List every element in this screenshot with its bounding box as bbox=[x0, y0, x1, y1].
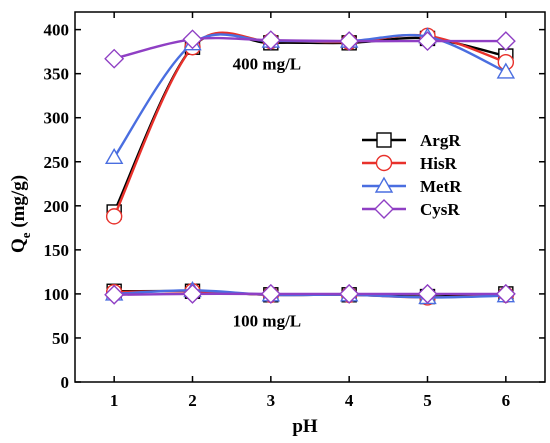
data-point bbox=[417, 31, 438, 52]
y-axis-title-sub: e bbox=[18, 232, 33, 238]
annotation-label: 100 mg/L bbox=[233, 312, 301, 331]
data-point bbox=[182, 29, 203, 50]
x-tick-label: 4 bbox=[345, 391, 354, 410]
legend-label: CysR bbox=[420, 200, 460, 219]
y-tick-label: 350 bbox=[44, 65, 70, 84]
y-tick-label: 250 bbox=[44, 153, 70, 172]
x-tick-label: 6 bbox=[502, 391, 511, 410]
y-axis-title: Qe (mg/g) bbox=[8, 175, 33, 253]
legend-item-metr: MetR bbox=[362, 176, 462, 196]
axes: 1 2 3 4 5 6 0 50 100 150 200 250 300 350 400 bbox=[44, 11, 546, 410]
legend-label: HisR bbox=[420, 154, 458, 173]
x-tick-label: 3 bbox=[267, 391, 276, 410]
data-point bbox=[339, 31, 360, 52]
legend-marker bbox=[375, 154, 393, 172]
data-point bbox=[417, 283, 438, 304]
legend-label: ArgR bbox=[420, 131, 461, 150]
legend-marker bbox=[376, 132, 392, 148]
data-point bbox=[339, 283, 360, 304]
annotations: 400 mg/L 100 mg/L bbox=[233, 54, 301, 330]
x-tick-label: 5 bbox=[423, 391, 432, 410]
x-tick-label: 1 bbox=[110, 391, 119, 410]
legend-label: MetR bbox=[420, 177, 462, 196]
data-point bbox=[104, 284, 125, 305]
data-point bbox=[104, 48, 125, 69]
y-tick-label: 150 bbox=[44, 241, 70, 260]
series-line-low bbox=[114, 292, 506, 296]
x-tick-label: 2 bbox=[188, 391, 197, 410]
data-point bbox=[182, 283, 203, 304]
legend-marker bbox=[374, 199, 394, 219]
y-tick-label: 100 bbox=[44, 285, 70, 304]
data-point bbox=[105, 208, 123, 225]
data-point bbox=[260, 283, 281, 304]
y-tick-label: 300 bbox=[44, 109, 70, 128]
data-point bbox=[495, 283, 516, 304]
legend: ArgR HisR MetR CysR bbox=[362, 131, 462, 219]
x-axis-title: pH bbox=[292, 416, 318, 437]
data-point bbox=[104, 147, 124, 165]
legend-marker bbox=[374, 176, 394, 193]
legend-item-hisr: HisR bbox=[362, 154, 458, 173]
data-point bbox=[496, 62, 516, 79]
y-tick-label: 200 bbox=[44, 197, 70, 216]
data-point bbox=[260, 30, 281, 51]
axis-titles: pH Qe (mg/g) bbox=[8, 175, 318, 437]
y-tick-label: 0 bbox=[61, 373, 70, 392]
legend-item-argr: ArgR bbox=[362, 131, 461, 150]
y-axis-title-unit: (mg/g) bbox=[8, 175, 29, 233]
y-tick-label: 400 bbox=[44, 21, 70, 40]
series-line-high bbox=[113, 36, 506, 60]
plot-area bbox=[104, 27, 516, 306]
y-tick-label: 50 bbox=[52, 329, 69, 348]
legend-item-cysr: CysR bbox=[362, 199, 460, 219]
y-axis-title-main: Q bbox=[8, 238, 29, 253]
plot-frame bbox=[74, 11, 546, 383]
data-point bbox=[495, 31, 516, 52]
series-cysr bbox=[104, 29, 516, 305]
annotation-label: 400 mg/L bbox=[233, 54, 301, 73]
